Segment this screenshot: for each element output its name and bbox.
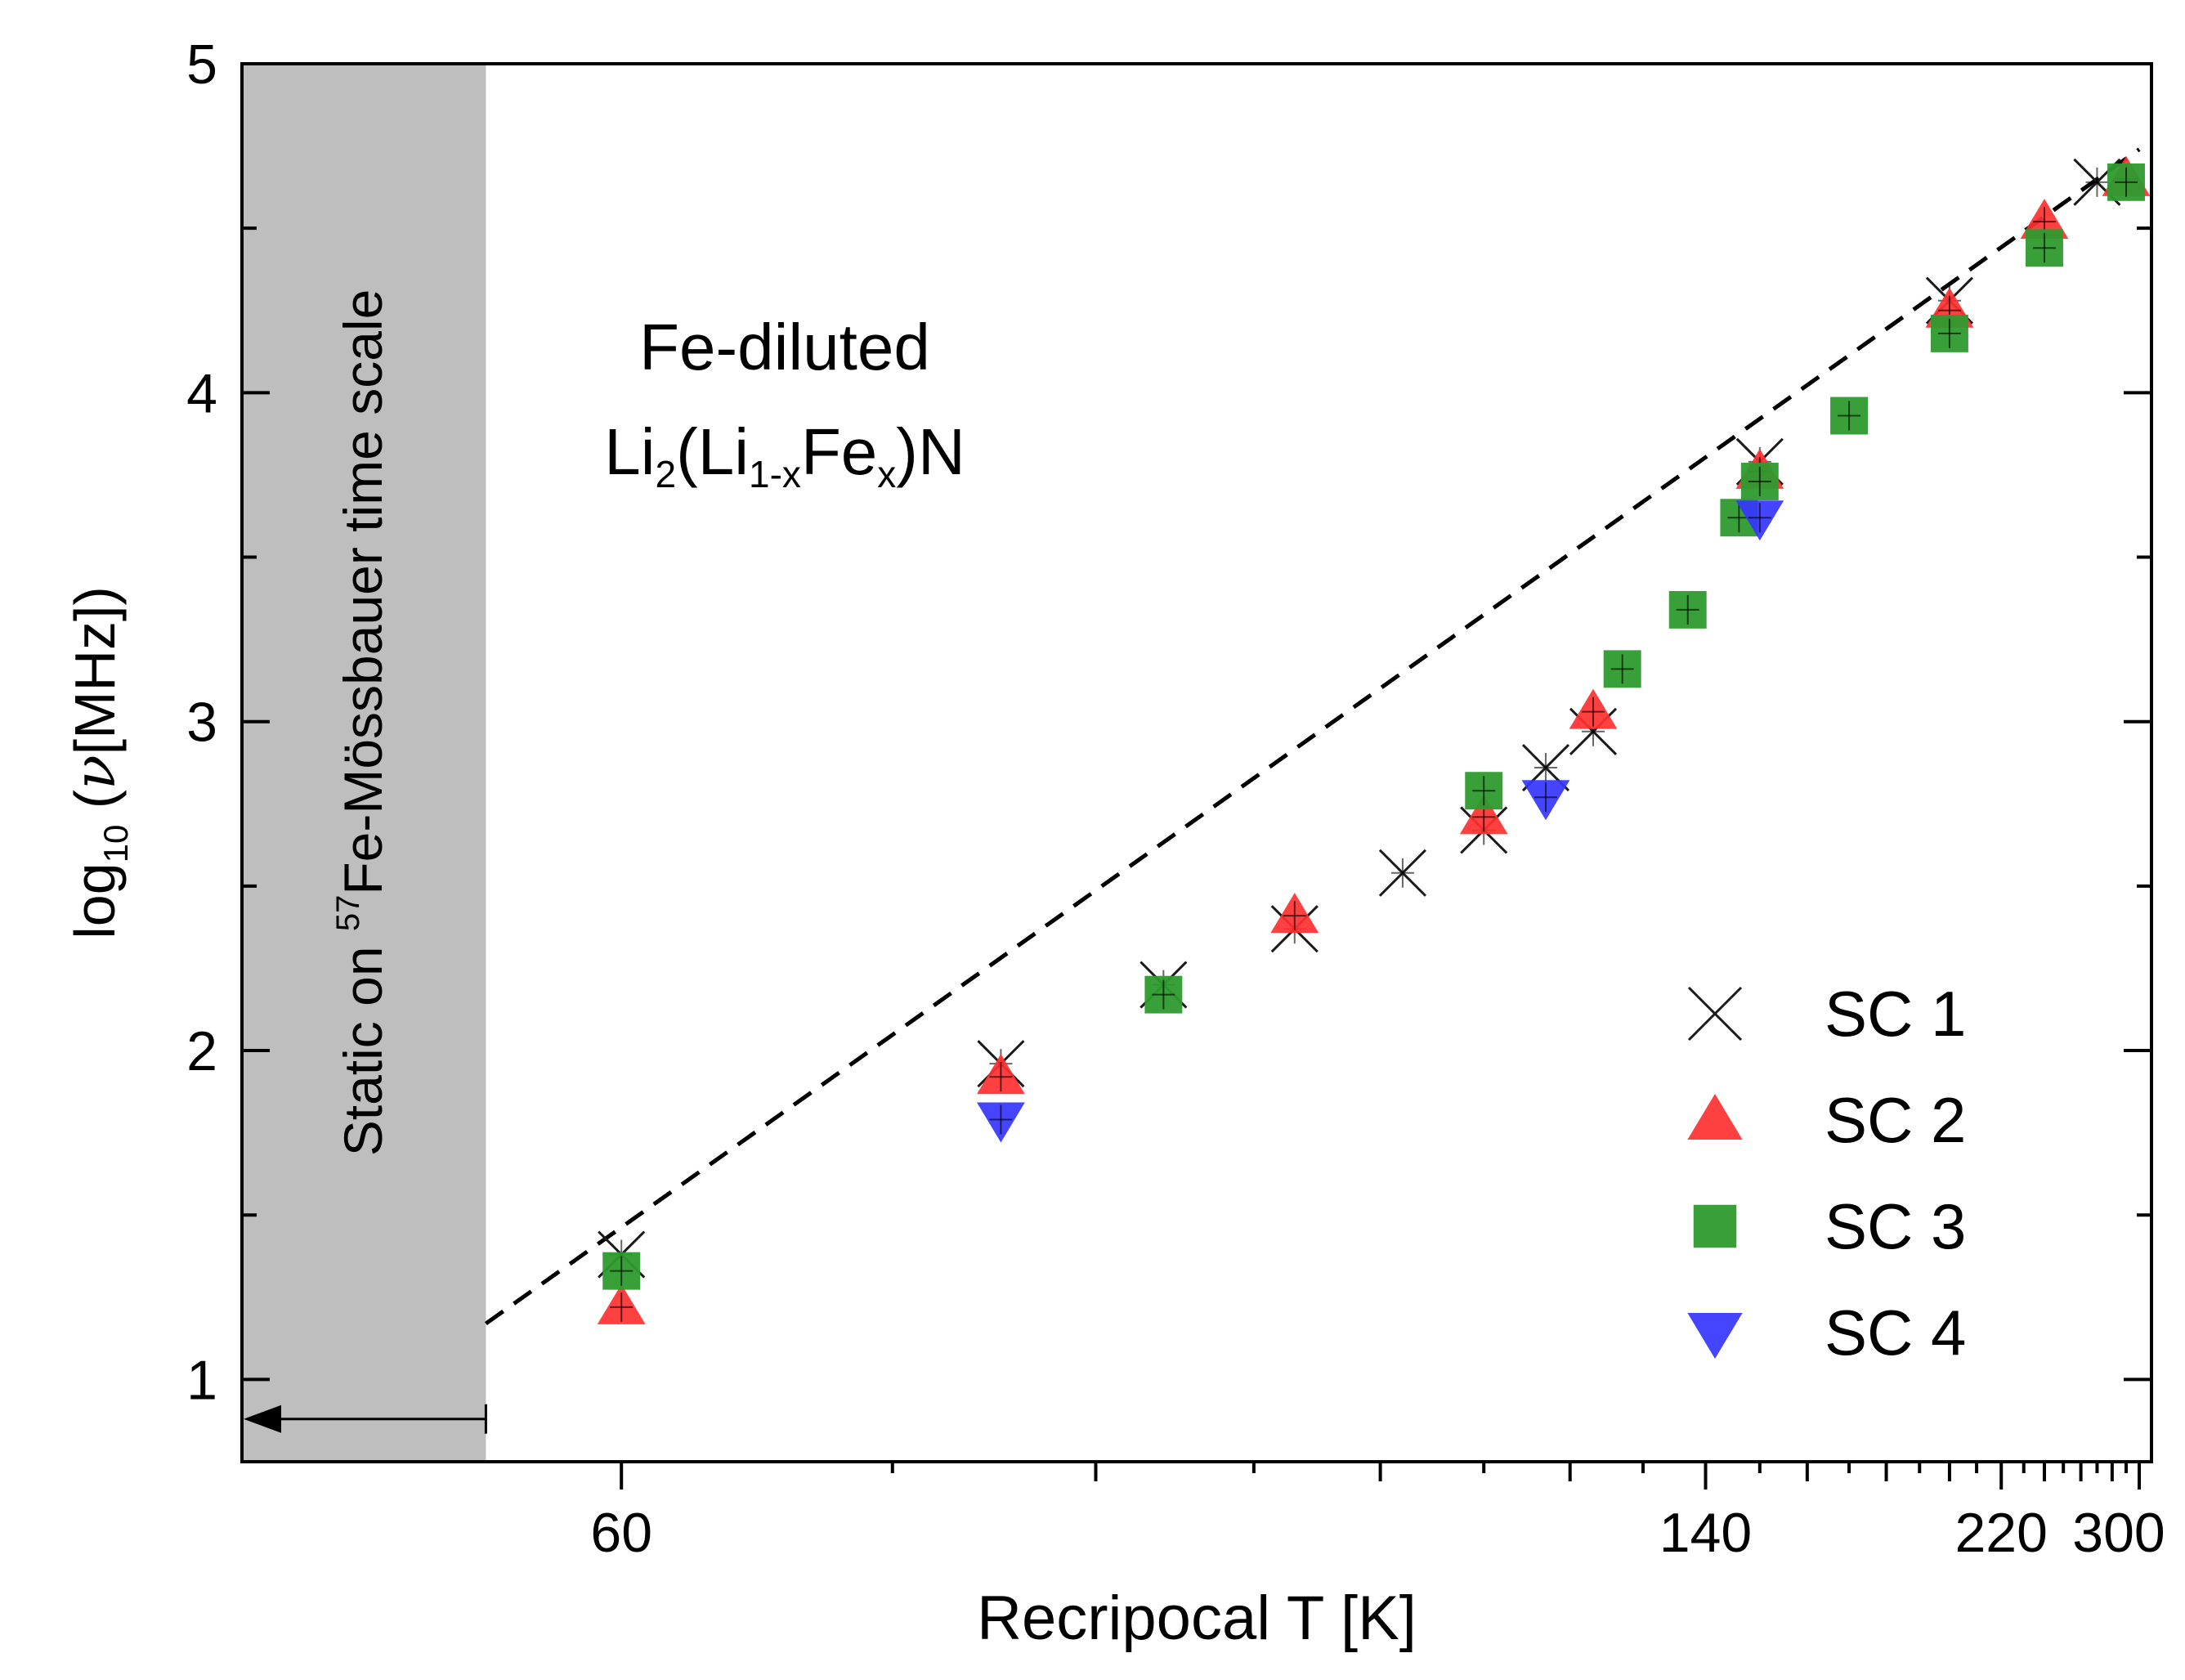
data-point [2026, 229, 2063, 267]
series-sc-3 [602, 163, 2145, 1290]
y-axis-label-symbol: ν [61, 755, 128, 790]
static-region-arrow [244, 1404, 487, 1434]
static-region-label-post: Fe-Mössbauer time scale [333, 289, 393, 895]
annotation-line-1: Fe-diluted [639, 311, 930, 383]
y-axis-label: log10 (ν[MHz]) [61, 586, 135, 939]
y-tick-label: 3 [186, 692, 217, 754]
y-tick-label: 2 [186, 1020, 217, 1082]
x-tick-labels: 60 140 220 300 [590, 1502, 2165, 1564]
data-point [1144, 975, 1183, 1014]
legend-label: SC 3 [1825, 1190, 1966, 1262]
x-tick-label: 140 [1659, 1502, 1752, 1564]
legend-label: SC 2 [1825, 1084, 1966, 1156]
legend-marker [1693, 1204, 1737, 1248]
formula-close: )N [896, 415, 965, 488]
data-points [597, 155, 2151, 1324]
x-tick-label: 300 [2072, 1502, 2165, 1564]
y-tick-label: 4 [186, 362, 217, 424]
legend-item: SC 1 [1687, 978, 1966, 1050]
static-arrow-head [244, 1404, 281, 1433]
y-axis-label-prefix: log [63, 862, 127, 939]
plot-frame [240, 62, 2153, 1463]
axis-ticks [242, 62, 2151, 1490]
legend-label: SC 1 [1825, 978, 1966, 1050]
formula-sub-1x: 1-x [749, 453, 801, 495]
data-point [977, 1102, 1025, 1143]
formula-li: Li [604, 415, 655, 488]
y-tick-labels: 1 2 3 4 5 [186, 34, 217, 1411]
legend-marker [1687, 986, 1743, 1042]
data-point [1378, 849, 1426, 897]
formula-sub-2: 2 [656, 453, 677, 495]
series-sc-4 [977, 500, 1784, 1143]
legend-item: SC 4 [1687, 1297, 1966, 1369]
legend-marker [1687, 1313, 1743, 1359]
static-region-label-sup: 57 [330, 895, 366, 932]
data-point [1930, 314, 1968, 352]
formula-sub-x: x [877, 453, 896, 495]
data-point [602, 1252, 641, 1290]
data-point [1270, 893, 1319, 934]
y-axis-label-subscript: 10 [96, 825, 135, 863]
marker-stroke [1687, 986, 1743, 1042]
data-point [1740, 463, 1779, 500]
data-point [1735, 500, 1784, 541]
data-point [1830, 396, 1869, 435]
static-region-shading [244, 65, 486, 1460]
legend-item: SC 3 [1693, 1190, 1966, 1262]
y-axis-label-open: ( [63, 790, 127, 825]
x-tick-label: 60 [590, 1502, 652, 1564]
legend-item: SC 2 [1687, 1084, 1966, 1156]
x-axis-label: Recripocal T [K] [977, 1584, 1417, 1653]
data-point [597, 1284, 646, 1324]
legend: SC 1 SC 2 SC 3 SC 4 [1687, 978, 1966, 1369]
data-point [1569, 688, 1618, 729]
static-region-label-pre: Static on [333, 931, 393, 1156]
data-point [1603, 650, 1641, 688]
static-region-label: Static on 57Fe-Mössbauer time scale [330, 289, 393, 1157]
annotation-formula: Li2(Li1-xFex)N [604, 415, 965, 495]
y-tick-label: 5 [186, 34, 217, 96]
fit-line [484, 147, 2141, 1326]
y-tick-label: 1 [186, 1349, 217, 1411]
y-axis-label-unit: [MHz]) [63, 586, 127, 755]
data-point [1521, 780, 1570, 821]
data-point [1465, 772, 1503, 810]
data-point [977, 1054, 1025, 1095]
legend-marker [1687, 1094, 1743, 1140]
formula-li-open: (Li [676, 415, 749, 488]
data-point [2107, 163, 2145, 201]
legend-label: SC 4 [1825, 1297, 1966, 1369]
data-point [1668, 590, 1707, 629]
x-tick-label: 220 [1954, 1502, 2047, 1564]
formula-fe: Fe [801, 415, 877, 488]
